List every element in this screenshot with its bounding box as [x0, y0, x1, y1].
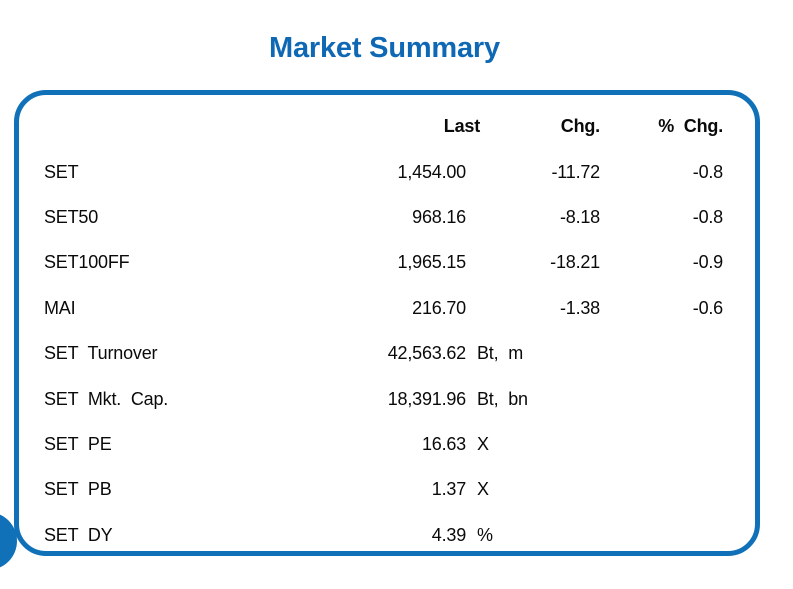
last-value: 4.39: [431, 524, 466, 545]
table-row: SET50 968.16 -8.18 -0.8: [44, 195, 723, 240]
market-table-body: SET 1,454.00 -11.72 -0.8 SET50 968.16 -8…: [44, 149, 723, 558]
market-summary-table: Last Chg. % Chg. SET 1,454.00 -11.72 -0.…: [44, 104, 723, 558]
corner-circle-decoration: [0, 512, 17, 570]
header-last: Last: [443, 116, 480, 137]
row-label: SET: [44, 161, 79, 182]
pct-chg-value: -0.8: [692, 161, 723, 182]
row-label: SET50: [44, 206, 99, 227]
pct-chg-value: -0.6: [692, 297, 723, 318]
last-value: 42,563.62: [387, 343, 466, 364]
chg-value: -8.18: [559, 206, 600, 227]
row-label: SET PB: [44, 479, 112, 500]
last-unit: X: [477, 433, 489, 454]
row-label: SET Turnover: [44, 343, 158, 364]
row-label: SET PE: [44, 433, 112, 454]
pct-chg-value: -0.8: [692, 206, 723, 227]
last-unit: Bt, m: [477, 343, 524, 364]
chg-value: -11.72: [551, 161, 600, 182]
row-label: SET100FF: [44, 252, 130, 273]
last-unit: %: [477, 524, 493, 545]
table-row: SET Turnover 42,563.62 Bt, m: [44, 331, 723, 376]
row-label: SET DY: [44, 524, 113, 545]
chg-value: -18.21: [550, 252, 600, 273]
header-chg: Chg.: [560, 116, 600, 137]
table-row: MAI 216.70 -1.38 -0.6: [44, 286, 723, 331]
table-header-row: Last Chg. % Chg.: [44, 104, 723, 149]
table-row: SET 1,454.00 -11.72 -0.8: [44, 149, 723, 194]
pct-chg-value: -0.9: [692, 252, 723, 273]
table-row: SET DY 4.39 %: [44, 513, 723, 558]
row-label: SET Mkt. Cap.: [44, 388, 169, 409]
market-summary-panel: [14, 90, 760, 556]
page-title: Market Summary: [269, 32, 500, 64]
last-value: 1.37: [431, 479, 466, 500]
table-row: SET PE 16.63 X: [44, 422, 723, 467]
last-value: 18,391.96: [387, 388, 466, 409]
last-value: 216.70: [412, 297, 466, 318]
table-row: SET PB 1.37 X: [44, 467, 723, 512]
last-value: 16.63: [421, 433, 466, 454]
table-row: SET100FF 1,965.15 -18.21 -0.9: [44, 240, 723, 285]
last-value: 1,454.00: [397, 161, 467, 182]
last-unit: X: [477, 479, 489, 500]
last-value: 968.16: [412, 206, 466, 227]
row-label: MAI: [44, 297, 76, 318]
table-row: SET Mkt. Cap. 18,391.96 Bt, bn: [44, 376, 723, 421]
header-pct-chg: % Chg.: [658, 116, 723, 137]
last-unit: Bt, bn: [477, 388, 528, 409]
last-value: 1,965.15: [397, 252, 467, 273]
chg-value: -1.38: [559, 297, 600, 318]
